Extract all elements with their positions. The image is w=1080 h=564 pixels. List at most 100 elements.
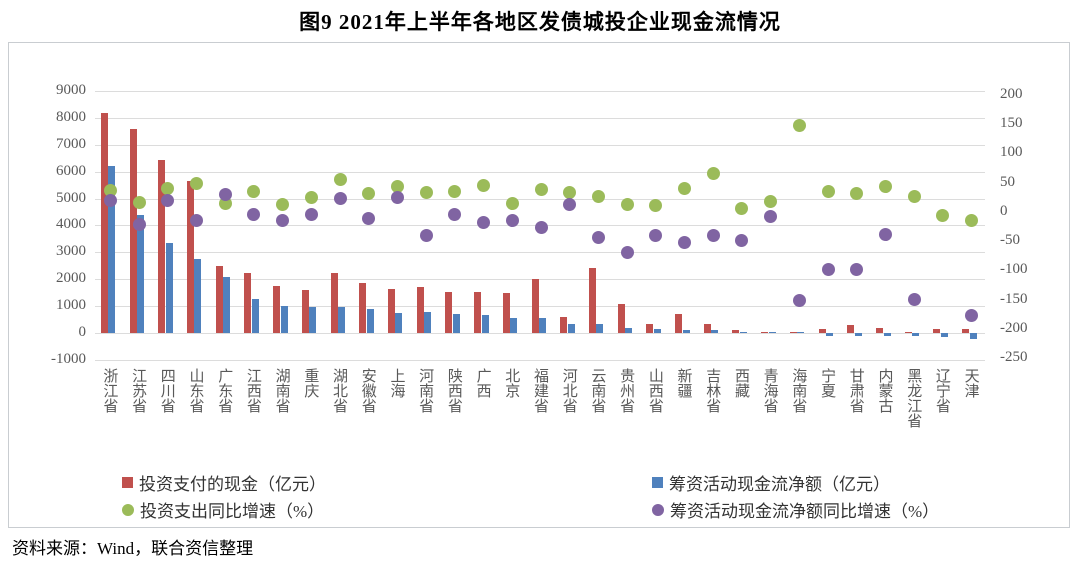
bar-financing-net <box>424 312 432 333</box>
y-axis-left-tick: -1000 <box>51 350 86 367</box>
dot-financing-growth <box>477 215 491 229</box>
y-axis-left-tick: 6000 <box>56 162 86 179</box>
bar-invest-cash <box>962 329 970 333</box>
x-axis-label: 河北省 <box>560 368 577 413</box>
y-axis-right-tick: -100 <box>1000 261 1028 278</box>
bar-invest-cash <box>675 314 683 333</box>
legend-item: 筹资活动现金流净额同比增速（%） <box>652 497 939 522</box>
x-axis-label: 广西 <box>474 368 491 398</box>
y-axis-right-tick: 100 <box>1000 144 1023 161</box>
legend-label: 筹资活动现金流净额同比增速（%） <box>670 502 940 521</box>
x-axis-label: 广东省 <box>216 368 233 413</box>
y-axis-right-tick: 200 <box>1000 86 1023 102</box>
x-axis-label: 重庆 <box>302 368 319 398</box>
bar-invest-cash <box>445 291 453 333</box>
chart-border-box <box>8 42 1070 528</box>
x-axis-label: 湖南省 <box>273 368 290 413</box>
bar-financing-net <box>625 327 633 333</box>
bar-financing-net <box>137 214 145 333</box>
dot-financing-growth <box>649 229 663 243</box>
x-axis-label: 湖北省 <box>331 368 348 413</box>
bar-invest-cash <box>100 112 108 333</box>
x-axis-label: 吉林省 <box>704 368 721 413</box>
grid-line <box>95 117 985 119</box>
grid-line <box>95 279 985 281</box>
bar-invest-cash <box>502 293 510 333</box>
x-axis-label: 云南省 <box>589 368 606 413</box>
bar-financing-net <box>826 333 834 336</box>
legend-square-marker <box>652 477 663 488</box>
bar-financing-net <box>395 312 403 333</box>
y-axis-left-tick: 3000 <box>56 243 86 260</box>
legend-label: 筹资活动现金流净额（亿元） <box>669 475 890 494</box>
y-axis-right-tick: 50 <box>1000 173 1015 190</box>
y-axis-left-tick: 8000 <box>56 108 86 125</box>
bar-financing-net <box>108 166 116 333</box>
x-axis-label: 新疆 <box>675 368 692 398</box>
x-axis-label: 海南省 <box>790 368 807 413</box>
bar-invest-cash <box>301 289 309 333</box>
dot-financing-growth <box>218 187 232 201</box>
dot-financing-growth <box>419 228 433 242</box>
grid-line <box>95 91 985 92</box>
y-axis-right-tick: 150 <box>1000 115 1023 132</box>
legend-item: 投资支付的现金（亿元） <box>122 470 326 495</box>
bar-financing-net <box>309 306 317 333</box>
dot-financing-growth <box>965 309 979 323</box>
bar-financing-net <box>596 324 604 333</box>
dot-financing-growth <box>276 213 290 227</box>
y-axis-left-tick: 2000 <box>56 270 86 287</box>
x-axis-label: 天津 <box>962 368 979 398</box>
dot-financing-growth <box>821 262 835 276</box>
bar-financing-net <box>797 332 805 334</box>
dot-financing-growth <box>189 213 203 227</box>
bar-financing-net <box>251 298 259 333</box>
bar-financing-net <box>223 276 231 333</box>
dot-invest-growth <box>362 186 376 200</box>
y-axis-left-tick: 4000 <box>56 216 86 233</box>
source-note: 资料来源：Wind，联合资信整理 <box>12 539 254 558</box>
bar-financing-net <box>883 333 891 336</box>
bar-invest-cash <box>904 331 912 333</box>
dot-financing-growth <box>333 191 347 205</box>
y-axis-left-tick: 7000 <box>56 135 86 152</box>
dot-invest-growth <box>965 213 979 227</box>
legend-item: 筹资活动现金流净额（亿元） <box>652 470 890 495</box>
bar-financing-net <box>682 329 690 333</box>
x-axis-label: 河南省 <box>417 368 434 413</box>
x-axis-label: 福建省 <box>532 368 548 413</box>
bar-financing-net <box>194 259 202 333</box>
legend-label: 投资支付的现金（亿元） <box>139 475 326 494</box>
bar-invest-cash <box>474 292 482 333</box>
legend-circle-marker <box>122 503 134 516</box>
y-axis-right-tick: 0 <box>1000 202 1008 219</box>
bar-invest-cash <box>330 272 338 333</box>
bar-invest-cash <box>761 331 769 333</box>
bar-invest-cash <box>158 159 166 333</box>
dot-financing-growth <box>390 190 404 204</box>
bar-financing-net <box>280 305 288 333</box>
legend-item: 投资支出同比增速（%） <box>122 497 324 522</box>
grid-line <box>95 306 985 308</box>
x-axis-label: 甘肃省 <box>847 368 864 413</box>
grid-line <box>95 198 985 200</box>
bar-financing-net <box>338 306 346 333</box>
dot-financing-growth <box>620 246 634 260</box>
dot-financing-growth <box>850 262 864 276</box>
bar-invest-cash <box>215 265 223 333</box>
dot-invest-growth <box>620 197 634 211</box>
x-axis-label: 山东省 <box>187 368 204 413</box>
x-axis-label: 黑龙江省 <box>905 368 922 428</box>
x-axis-label: 北京 <box>503 368 520 398</box>
bar-financing-net <box>969 333 977 340</box>
x-axis-label: 宁夏 <box>819 368 836 398</box>
dot-invest-growth <box>276 198 290 212</box>
y-axis-left-tick: 5000 <box>56 189 86 206</box>
dot-financing-growth <box>764 210 778 224</box>
dot-financing-growth <box>103 194 117 208</box>
bar-invest-cash <box>416 287 424 333</box>
bar-financing-net <box>912 333 920 337</box>
grid-line <box>95 144 985 146</box>
bar-financing-net <box>653 328 661 333</box>
dot-invest-growth <box>505 196 519 210</box>
